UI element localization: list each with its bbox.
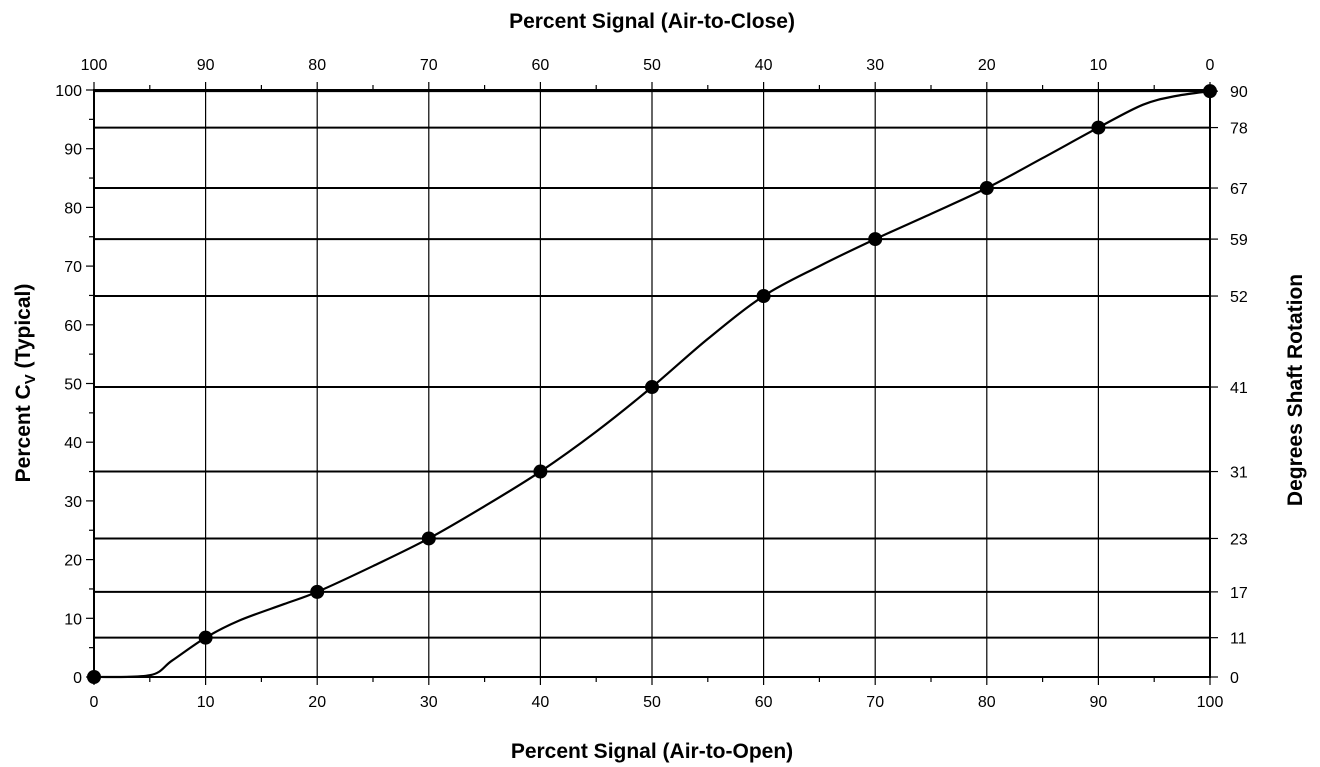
y-tick-label-right: 0 [1230,670,1239,687]
data-point [1091,120,1106,135]
x-tick-label-top: 10 [1090,57,1108,74]
y-axis-title-left-subscript: V [22,374,39,384]
x-tick-label-top: 0 [1206,57,1215,74]
y-tick-label-right: 31 [1230,465,1248,482]
data-point [310,584,325,599]
x-tick-label-bottom: 60 [755,694,773,711]
data-point [421,531,436,546]
x-tick-label-top: 40 [755,57,773,74]
data-point [87,670,101,684]
y-tick-label-left: 50 [64,377,82,394]
series-line [93,90,1211,679]
x-axis-title-bottom: Percent Signal (Air-to-Open) [511,740,793,763]
y-tick-label-left: 100 [55,83,82,100]
y-tick-label-left: 70 [64,259,82,276]
x-tick-label-top: 20 [978,57,996,74]
y-axis-title-left-suffix: (Typical) [12,284,35,375]
x-tick-label-bottom: 70 [866,694,884,711]
y-tick-label-right: 11 [1230,631,1247,648]
x-tick-label-bottom: 90 [1090,694,1108,711]
tick-layer [86,82,1218,685]
x-tick-label-top: 90 [197,57,215,74]
x-tick-label-bottom: 100 [1197,694,1224,711]
y-tick-label-left: 90 [64,142,82,159]
x-tick-label-top: 80 [308,57,326,74]
data-point [756,289,771,304]
y-tick-label-left: 30 [64,494,82,511]
y-axis-title-right: Degrees Shaft Rotation [1284,274,1307,506]
x-tick-label-top: 70 [420,57,438,74]
x-tick-label-bottom: 30 [420,694,438,711]
x-tick-label-top: 30 [866,57,884,74]
x-tick-label-top: 50 [643,57,661,74]
x-tick-label-bottom: 50 [643,694,661,711]
x-tick-label-bottom: 10 [197,694,215,711]
x-tick-label-bottom: 20 [308,694,326,711]
y-tick-label-right: 52 [1230,289,1248,306]
y-tick-label-right: 78 [1230,121,1248,138]
y-tick-label-right: 59 [1230,232,1248,249]
y-tick-label-left: 20 [64,553,82,570]
x-tick-label-bottom: 0 [90,694,99,711]
y-tick-label-left: 80 [64,200,82,217]
x-tick-label-top: 60 [532,57,550,74]
data-point [1203,84,1217,99]
y-tick-label-right: 23 [1230,531,1248,548]
x-tick-label-bottom: 80 [978,694,996,711]
data-point [198,630,213,645]
data-point [645,380,659,395]
data-point [868,232,883,247]
point-layer [87,84,1217,684]
y-tick-label-left: 10 [64,611,82,628]
y-axis-title-left-main: Percent C [12,384,35,482]
y-tick-label-right: 67 [1230,181,1248,198]
y-tick-label-right: 90 [1230,84,1248,101]
data-point [533,464,548,479]
y-tick-label-right: 41 [1230,380,1248,397]
y-axis-title-left: Percent CV (Typical) [12,284,39,483]
y-tick-label-right: 17 [1230,585,1248,602]
y-tick-label-left: 40 [64,435,82,452]
x-tick-label-top: 100 [81,57,108,74]
y-tick-label-left: 0 [73,670,82,687]
x-axis-title-top: Percent Signal (Air-to-Close) [509,10,795,33]
y-tick-label-left: 60 [64,318,82,335]
data-point [979,181,994,196]
x-tick-label-bottom: 40 [532,694,550,711]
